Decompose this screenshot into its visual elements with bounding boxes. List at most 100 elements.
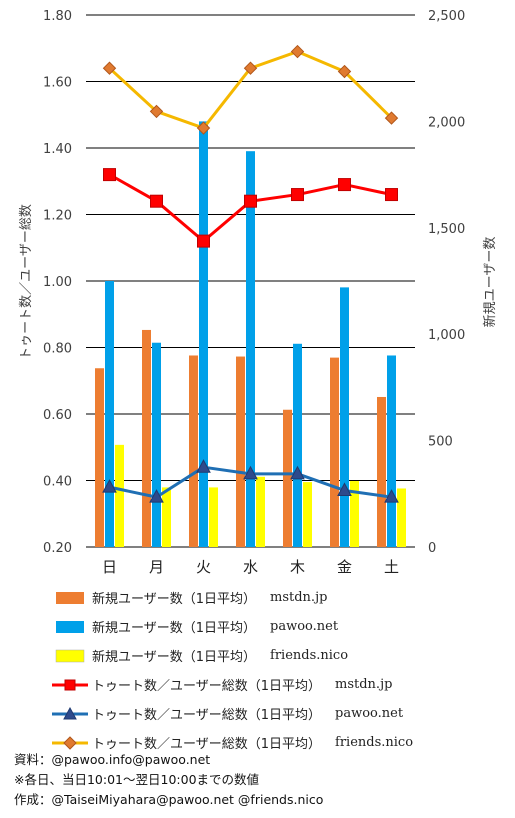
legend-swatch-blue-line-triangle bbox=[52, 706, 88, 719]
legend-item-bar-friends: 新規ユーザー数（1日平均） friends.nico bbox=[52, 641, 413, 670]
bar bbox=[256, 476, 265, 547]
legend-label: 新規ユーザー数（1日平均） bbox=[92, 650, 257, 665]
bar bbox=[340, 287, 349, 547]
bar bbox=[397, 488, 406, 547]
legend-item-line-pawoo: トゥート数／ユーザー総数（1日平均） pawoo.net bbox=[52, 699, 413, 728]
bar bbox=[189, 355, 198, 547]
category-label: 日 bbox=[102, 558, 117, 576]
diamond-marker bbox=[337, 64, 352, 79]
legend-swatch-gold-line-diamond bbox=[52, 735, 88, 750]
legend-instance: friends.nico bbox=[335, 735, 414, 750]
left-tick-label: 0.60 bbox=[43, 408, 72, 423]
triangle-marker bbox=[102, 479, 117, 493]
square-marker bbox=[150, 194, 163, 208]
bar bbox=[152, 342, 161, 547]
bar bbox=[387, 355, 396, 547]
triangle-marker bbox=[290, 465, 305, 480]
legend-item-line-friends: トゥート数／ユーザー総数（1日平均） friends.nico bbox=[52, 728, 413, 757]
legend: 新規ユーザー数（1日平均） mstdn.jp 新規ユーザー数（1日平均） paw… bbox=[52, 583, 413, 757]
bar bbox=[303, 482, 312, 547]
triangle-marker bbox=[196, 459, 211, 473]
diamond-marker bbox=[243, 61, 258, 75]
square-marker bbox=[197, 234, 210, 248]
bar bbox=[199, 121, 208, 548]
right-tick-label: 0 bbox=[428, 541, 436, 556]
legend-swatch-orange-bar bbox=[56, 591, 84, 604]
legend-swatch-red-line-square bbox=[52, 679, 88, 690]
left-tick-label: 0.80 bbox=[43, 342, 72, 357]
category-label: 金 bbox=[337, 558, 352, 576]
bar bbox=[377, 396, 386, 547]
right-tick-label: 2,000 bbox=[428, 115, 465, 130]
bar bbox=[236, 356, 245, 547]
square-marker bbox=[291, 188, 304, 202]
left-tick-label: 1.20 bbox=[43, 209, 72, 224]
bar bbox=[142, 329, 151, 547]
right-axis-ticks: 0 500 1,000 1,500 2,000 2,500 bbox=[428, 9, 465, 556]
right-tick-label: 1,000 bbox=[428, 328, 465, 343]
legend-swatch-blue-bar bbox=[56, 620, 84, 633]
legend-instance: friends.nico bbox=[270, 648, 349, 663]
square-marker bbox=[103, 168, 116, 182]
legend-instance: pawoo.net bbox=[270, 619, 339, 634]
legend-instance: mstdn.jp bbox=[270, 590, 328, 605]
left-tick-label: 0.40 bbox=[43, 475, 72, 490]
legend-label: 新規ユーザー数（1日平均） bbox=[92, 592, 257, 607]
source-notes: 資料：@pawoo.info@pawoo.net ※各日、当日10:01～翌日1… bbox=[14, 750, 323, 810]
right-tick-label: 1,500 bbox=[428, 222, 465, 237]
note-source: 資料：@pawoo.info@pawoo.net bbox=[14, 752, 211, 767]
note-author: 作成：@TaiseiMiyahara@pawoo.net @friends.ni… bbox=[14, 792, 324, 807]
right-tick-label: 2,500 bbox=[428, 9, 465, 24]
square-marker bbox=[385, 188, 398, 202]
triangle-marker bbox=[243, 465, 258, 480]
bar bbox=[246, 151, 255, 547]
diamond-marker bbox=[196, 121, 211, 135]
triangle-marker bbox=[149, 489, 164, 503]
legend-item-bar-pawoo: 新規ユーザー数（1日平均） pawoo.net bbox=[52, 612, 413, 641]
category-label: 土 bbox=[384, 558, 399, 576]
diamond-marker bbox=[149, 104, 164, 119]
left-tick-label: 1.00 bbox=[43, 275, 72, 290]
right-tick-label: 500 bbox=[428, 435, 453, 450]
diamond-marker bbox=[102, 61, 117, 75]
bar bbox=[95, 368, 104, 547]
category-label: 月 bbox=[149, 558, 164, 576]
bar bbox=[330, 357, 339, 547]
bar bbox=[105, 281, 114, 547]
legend-label: トゥート数／ユーザー総数（1日平均） bbox=[92, 708, 322, 723]
bar bbox=[350, 481, 359, 547]
square-marker bbox=[338, 178, 351, 192]
left-axis-ticks: 0.20 0.40 0.60 0.80 1.00 1.20 1.40 1.60 1.80 bbox=[43, 9, 72, 556]
category-label: 火 bbox=[196, 558, 211, 576]
left-tick-label: 1.80 bbox=[43, 9, 72, 24]
bar-series bbox=[95, 121, 406, 548]
category-label: 木 bbox=[290, 558, 305, 576]
legend-label: トゥート数／ユーザー総数（1日平均） bbox=[92, 737, 322, 752]
bar bbox=[293, 343, 302, 547]
legend-label: トゥート数／ユーザー総数（1日平均） bbox=[92, 679, 322, 694]
triangle-marker bbox=[384, 489, 399, 503]
category-labels: 日月火水木金土 bbox=[102, 558, 399, 576]
diamond-marker bbox=[384, 111, 399, 125]
combo-chart: 0.20 0.40 0.60 0.80 1.00 1.20 1.40 1.60 1.80 0 50… bbox=[19, 9, 498, 576]
left-tick-label: 1.40 bbox=[43, 142, 72, 157]
legend-instance: pawoo.net bbox=[335, 706, 404, 721]
right-axis-title: 新規ユーザー数 bbox=[482, 237, 498, 328]
legend-item-line-mstdn: トゥート数／ユーザー総数（1日平均） mstdn.jp bbox=[52, 670, 413, 699]
bar bbox=[162, 487, 171, 547]
left-tick-label: 0.20 bbox=[43, 541, 72, 556]
diamond-marker bbox=[290, 44, 305, 59]
legend-item-bar-mstdn: 新規ユーザー数（1日平均） mstdn.jp bbox=[52, 583, 413, 612]
square-marker bbox=[244, 194, 257, 208]
triangle-marker bbox=[337, 482, 352, 496]
left-tick-label: 1.60 bbox=[43, 76, 72, 91]
line-series bbox=[102, 44, 399, 503]
legend-instance: mstdn.jp bbox=[335, 677, 393, 692]
legend-swatch-yellow-bar bbox=[55, 649, 85, 662]
note-period: ※各日、当日10:01～翌日10:00までの数値 bbox=[14, 772, 260, 787]
bar bbox=[283, 409, 292, 547]
bar bbox=[115, 444, 124, 547]
category-label: 水 bbox=[243, 558, 258, 576]
bar bbox=[209, 487, 218, 547]
legend-label: 新規ユーザー数（1日平均） bbox=[92, 621, 257, 636]
